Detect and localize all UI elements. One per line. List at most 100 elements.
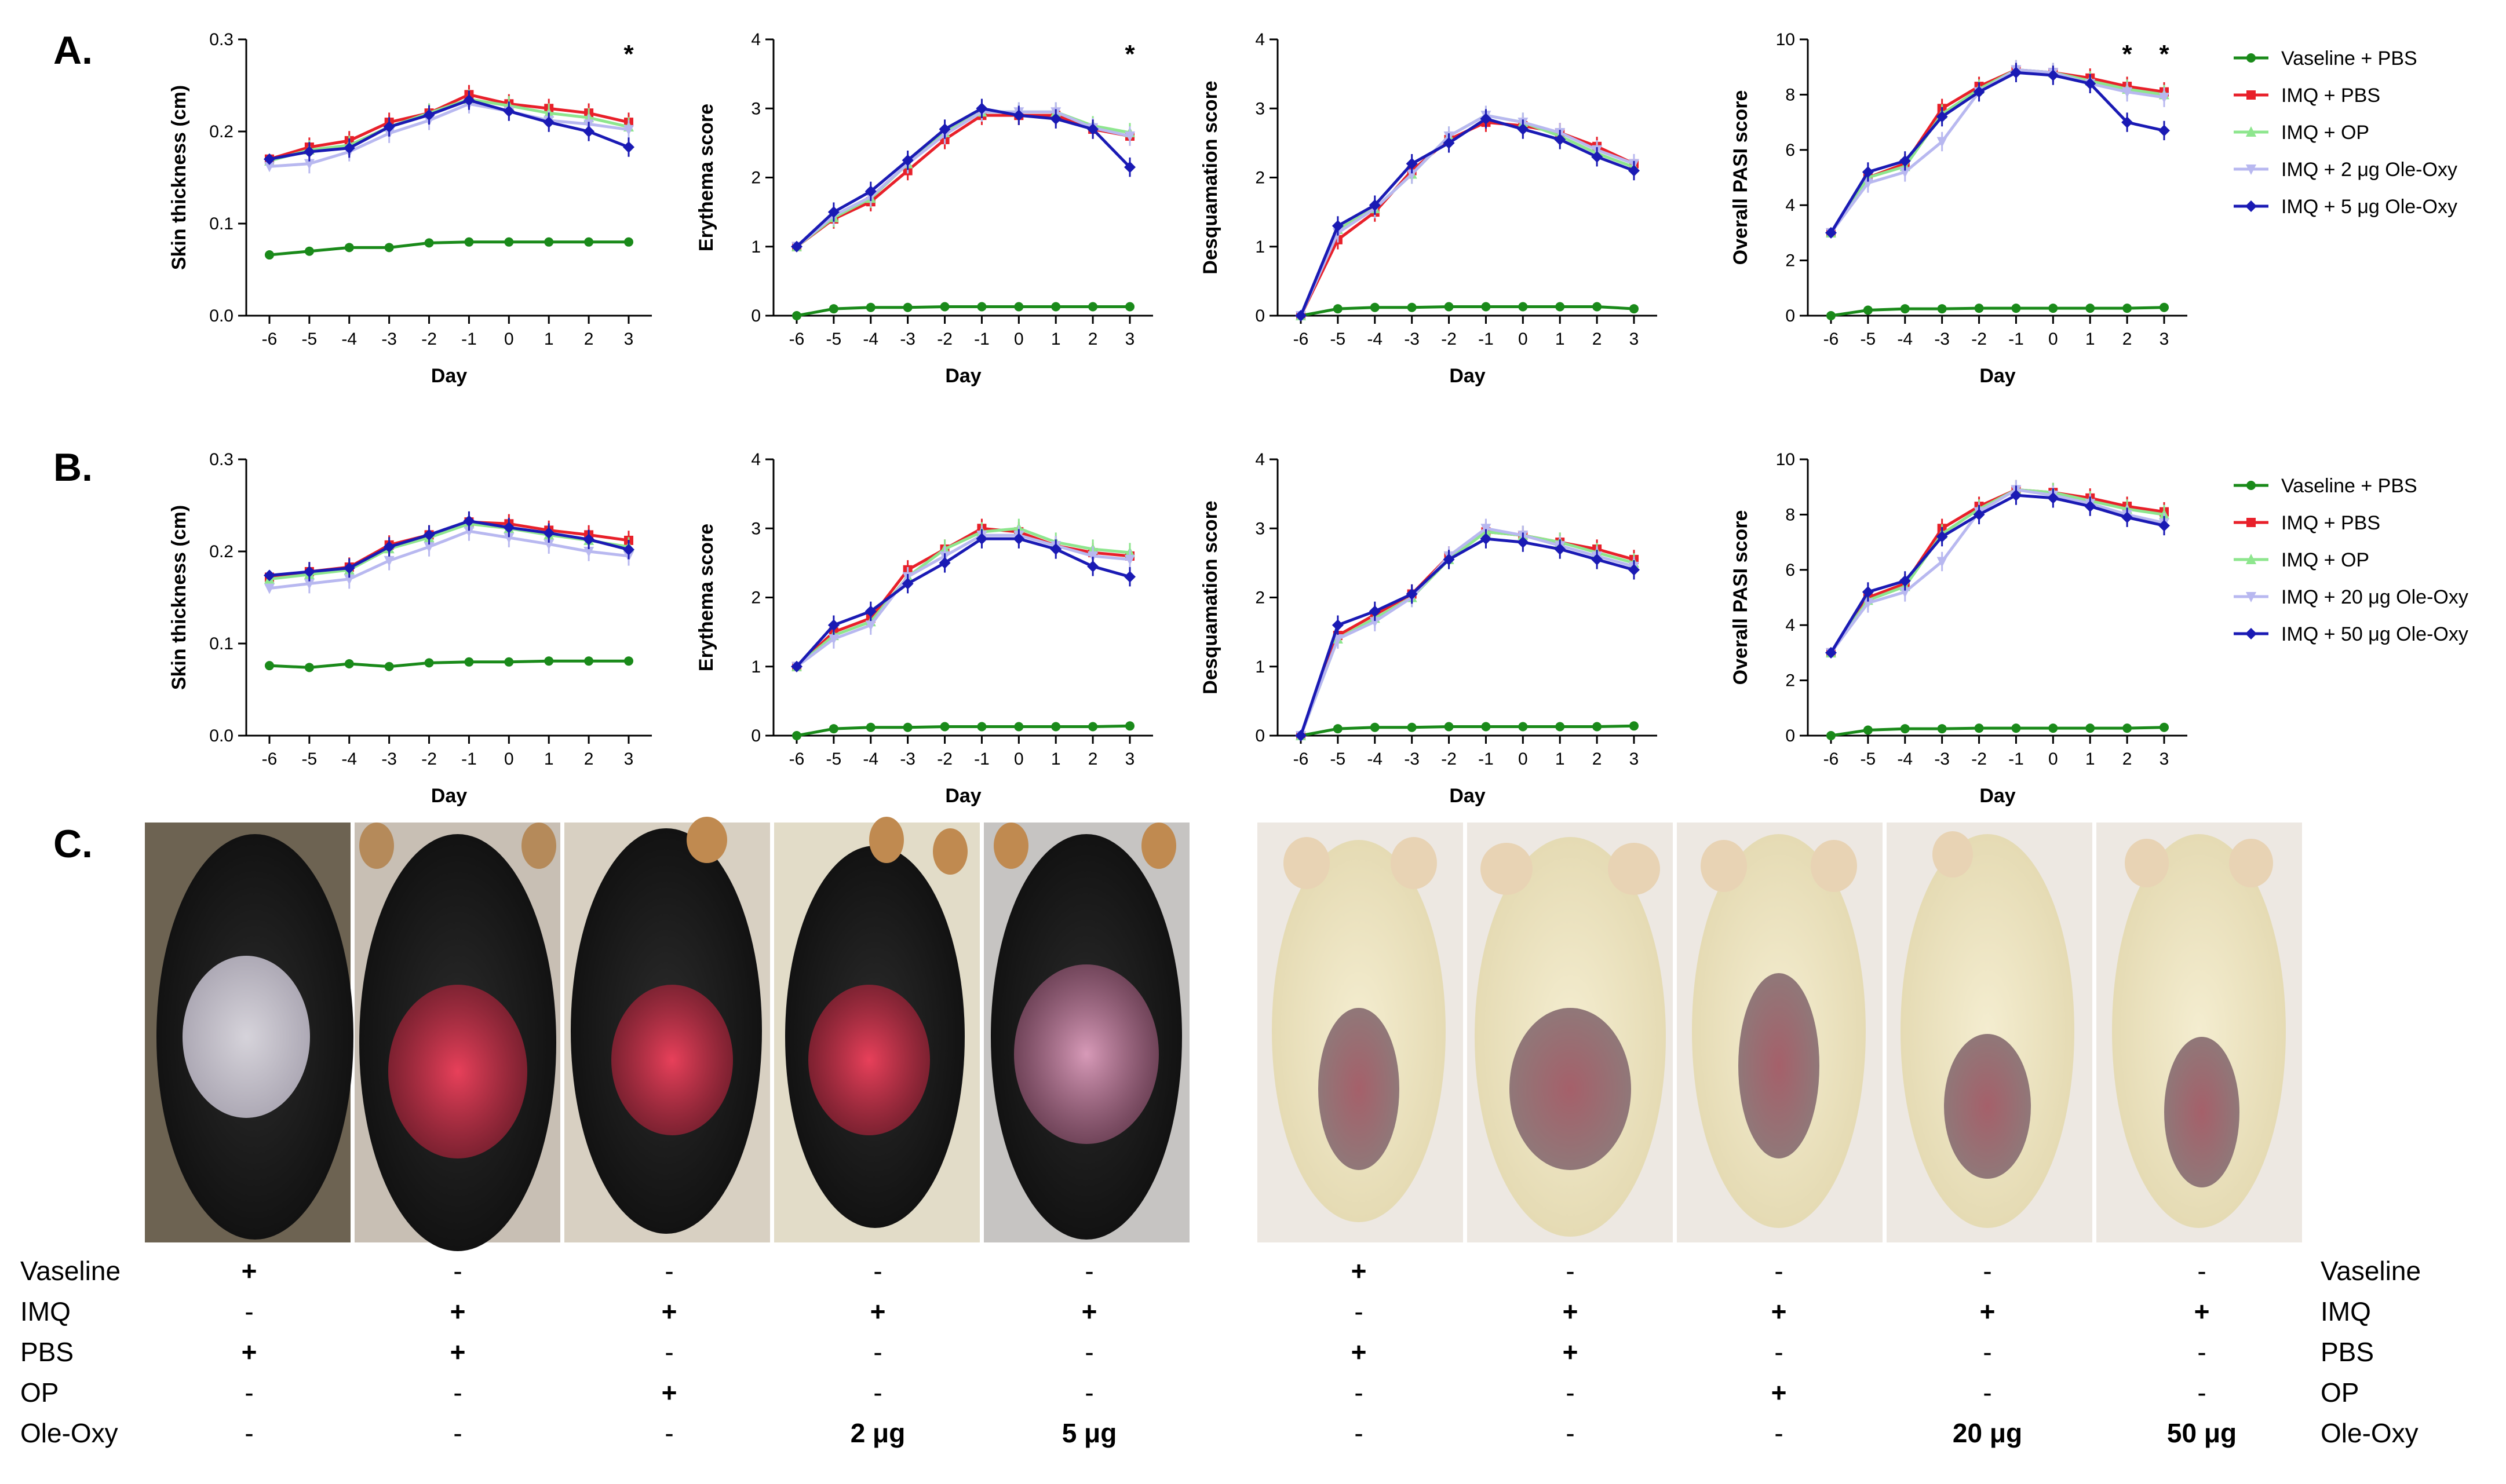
y-tick-label: 3 [751, 519, 761, 538]
y-tick-label: 0.1 [209, 634, 234, 653]
data-point [1555, 722, 1565, 732]
data-point [1628, 564, 1640, 576]
data-point [265, 250, 274, 260]
x-tick-label: 3 [2160, 750, 2169, 769]
x-tick-label: -6 [262, 330, 278, 349]
y-tick-label: 3 [1255, 99, 1265, 118]
data-point [384, 661, 394, 671]
data-point [384, 555, 395, 566]
x-tick-label: -3 [1934, 330, 1950, 349]
data-point [303, 145, 315, 158]
table-cell: + [662, 1377, 677, 1408]
data-point [624, 237, 633, 247]
y-tick-label: 3 [1255, 519, 1265, 538]
series-line [269, 98, 629, 161]
y-tick-label: 4 [1785, 196, 1795, 215]
data-point [2047, 70, 2059, 82]
data-point [1295, 310, 1307, 321]
table-row-label-right: Ole-Oxy [2321, 1418, 2419, 1448]
data-point [1013, 533, 1025, 545]
data-point [1900, 304, 1910, 314]
x-tick-label: -3 [900, 330, 915, 349]
data-point [1900, 724, 1910, 734]
data-point [1826, 731, 1836, 740]
table-cell: - [1566, 1377, 1574, 1408]
legend-marker [2246, 554, 2256, 564]
data-point [1973, 509, 1985, 521]
data-point [1480, 533, 1492, 545]
y-tick-label: 0.0 [209, 306, 234, 326]
data-point [1050, 113, 1062, 125]
x-tick-label: 2 [2122, 750, 2132, 769]
data-point [264, 153, 275, 165]
x-tick-label: -4 [1897, 330, 1913, 349]
x-tick-label: -6 [789, 750, 805, 769]
legend-label: Vaseline + PBS [2281, 47, 2417, 70]
significance-star: * [1125, 40, 1135, 68]
x-tick-label: 3 [1125, 330, 1135, 349]
x-tick-label: 2 [1088, 330, 1098, 349]
significance-star: * [2159, 40, 2169, 68]
x-tick-label: 1 [2085, 750, 2095, 769]
data-point [463, 94, 475, 106]
y-tick-label: 6 [1785, 561, 1795, 580]
data-point [2048, 304, 2058, 313]
data-point [1862, 178, 1873, 189]
y-tick-label: 2 [1785, 671, 1795, 690]
legend-marker [2245, 628, 2257, 639]
table-cell: 2 μg [851, 1418, 906, 1448]
x-tick-label: 3 [624, 750, 634, 769]
table-cell: - [245, 1377, 253, 1408]
y-axis-title: Desquamation score [1199, 81, 1221, 274]
series-line [269, 102, 629, 168]
data-point [1124, 571, 1136, 583]
table-row-label-right: OP [2321, 1377, 2359, 1408]
table-cell: + [1351, 1337, 1367, 1367]
table-cell: - [453, 1256, 462, 1286]
series-line [1299, 530, 1635, 736]
data-point [1087, 123, 1099, 136]
y-tick-label: 1 [1255, 657, 1265, 677]
table-cell: - [2197, 1337, 2206, 1367]
data-point [1481, 302, 1491, 312]
x-tick-label: -5 [1330, 330, 1346, 349]
data-point [829, 304, 838, 314]
legend-marker [2245, 200, 2257, 212]
y-tick-label: 0 [1255, 306, 1265, 326]
legend-marker [2246, 90, 2256, 100]
y-tick-label: 4 [751, 450, 761, 469]
table-row-label-left: PBS [20, 1337, 74, 1367]
y-tick-label: 1 [751, 657, 761, 677]
data-point [1444, 302, 1454, 312]
x-tick-label: -5 [1861, 330, 1876, 349]
x-tick-label: -4 [341, 330, 357, 349]
x-tick-label: -1 [974, 750, 990, 769]
data-point [583, 533, 595, 546]
data-point [1937, 724, 1947, 734]
mouse-photo-left-5 [984, 823, 1190, 1242]
x-tick-label: -4 [863, 330, 878, 349]
data-point [902, 577, 914, 590]
data-point [2084, 78, 2096, 90]
significance-star: * [2122, 40, 2133, 68]
data-point [304, 159, 315, 170]
x-tick-label: -5 [302, 750, 318, 769]
panel-label-b: B. [53, 445, 93, 489]
table-cell: - [1085, 1256, 1093, 1286]
data-point [1125, 131, 1135, 142]
x-tick-label: -6 [262, 750, 278, 769]
data-point [463, 515, 475, 527]
data-point [1974, 304, 1984, 313]
series-line [796, 110, 1130, 248]
data-point [1369, 605, 1381, 617]
table-cell: - [1085, 1377, 1093, 1408]
data-point [865, 620, 876, 631]
data-point [344, 574, 355, 585]
data-point [1051, 722, 1061, 732]
data-point [829, 724, 838, 734]
y-tick-label: 0.1 [209, 214, 234, 233]
table-cell: - [1085, 1337, 1093, 1367]
data-point [583, 547, 594, 557]
data-point [343, 142, 355, 154]
x-tick-label: -2 [1441, 330, 1457, 349]
